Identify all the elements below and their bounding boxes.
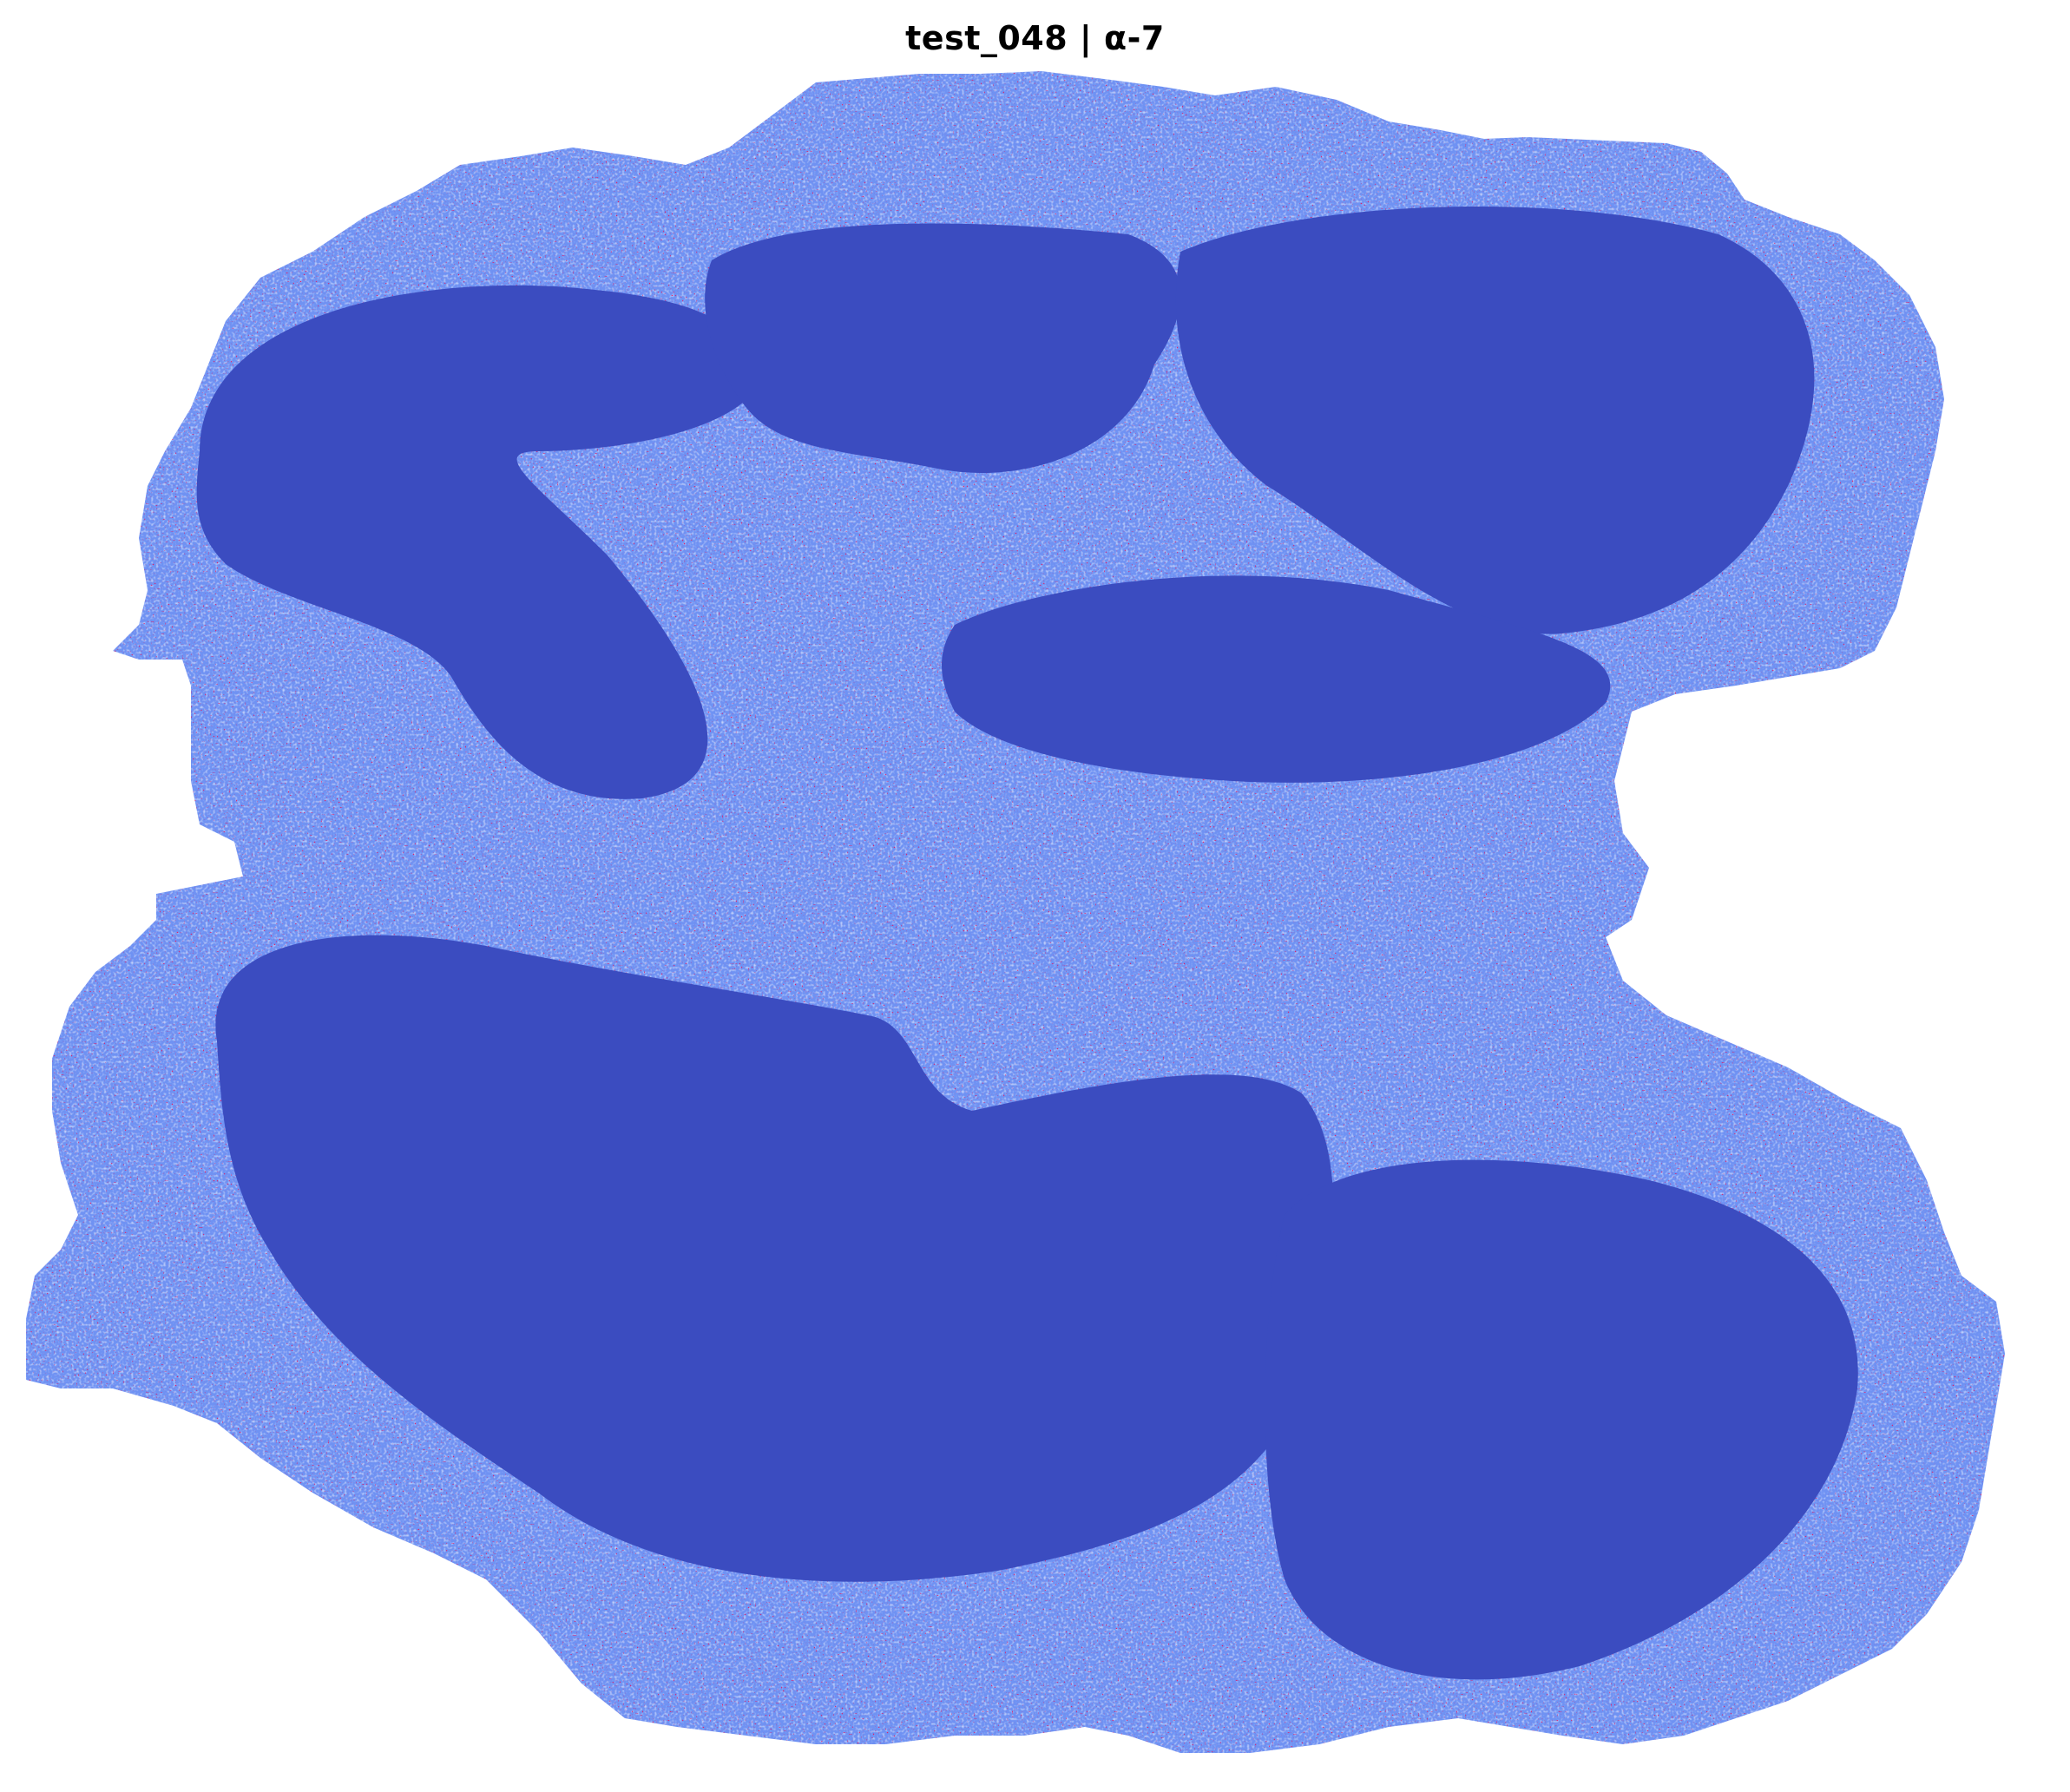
lobe-regions (196, 206, 1858, 1680)
lobe-region-3 (1175, 206, 1815, 634)
lobe-region-4 (942, 575, 1611, 783)
chart-title: test_048 | α-7 (905, 19, 1165, 57)
lobe-region-5 (215, 935, 1334, 1582)
lobe-region-2 (705, 223, 1181, 473)
lobe-region-1 (196, 285, 765, 799)
lobe-region-6 (1265, 1159, 1858, 1680)
